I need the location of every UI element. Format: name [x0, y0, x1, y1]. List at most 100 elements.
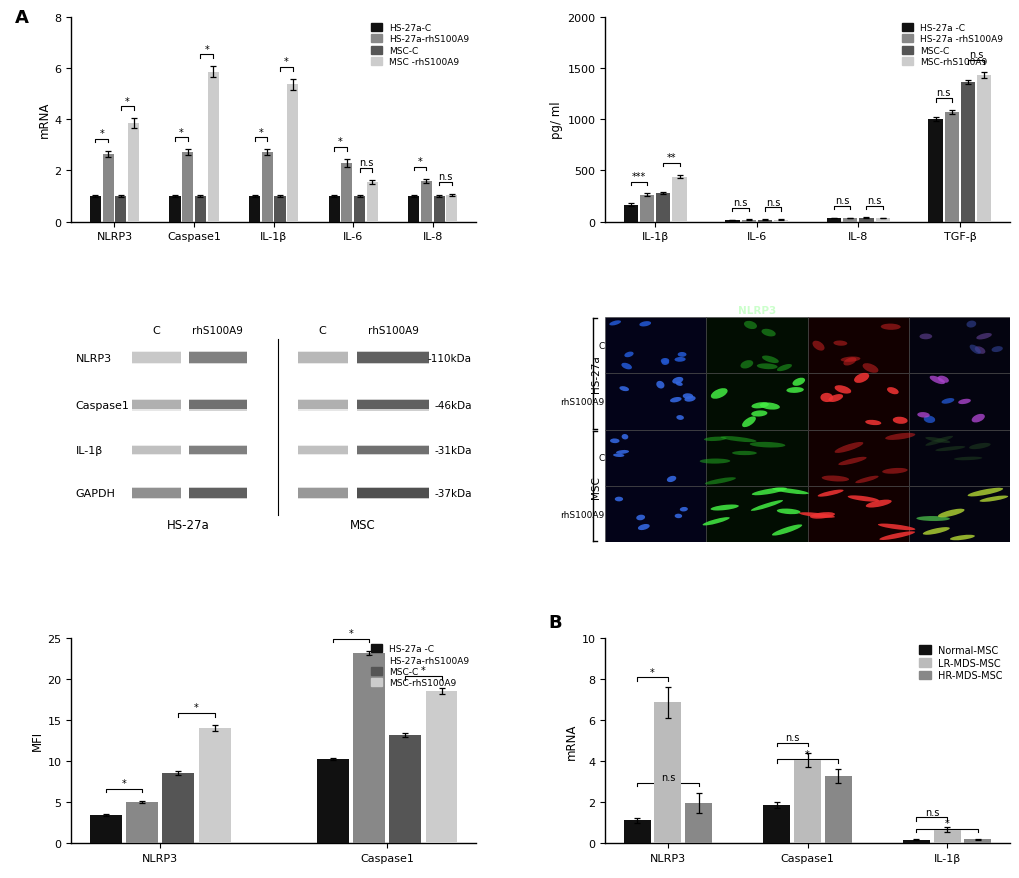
Ellipse shape — [967, 488, 1002, 497]
Bar — [131, 455, 180, 456]
Ellipse shape — [923, 416, 934, 423]
Bar — [927, 120, 942, 222]
Bar — [433, 197, 444, 222]
Bar — [357, 351, 429, 353]
Text: **: ** — [666, 153, 676, 163]
Bar — [298, 399, 348, 401]
Bar — [249, 197, 260, 222]
Ellipse shape — [637, 524, 649, 530]
Ellipse shape — [703, 437, 726, 442]
Text: *: * — [421, 666, 425, 675]
Text: DAPI: DAPI — [641, 306, 669, 315]
Ellipse shape — [751, 411, 766, 417]
Ellipse shape — [621, 435, 628, 440]
Bar — [126, 802, 158, 843]
Text: *: * — [337, 137, 342, 148]
Bar — [274, 197, 285, 222]
Legend: Normal-MSC, LR-MDS-MSC, HR-MDS-MSC: Normal-MSC, LR-MDS-MSC, HR-MDS-MSC — [916, 643, 1004, 682]
Ellipse shape — [672, 378, 683, 385]
Ellipse shape — [751, 403, 768, 409]
Ellipse shape — [990, 347, 1002, 353]
Text: IL-1β: IL-1β — [75, 445, 103, 456]
Ellipse shape — [676, 415, 684, 421]
Ellipse shape — [949, 535, 974, 541]
Y-axis label: mRNA: mRNA — [564, 723, 577, 759]
Bar — [408, 197, 419, 222]
Bar — [357, 410, 429, 411]
Bar — [604, 486, 706, 543]
Bar — [706, 318, 807, 374]
Bar — [757, 220, 771, 222]
Text: rhS100A9: rhS100A9 — [559, 398, 603, 407]
Ellipse shape — [771, 525, 801, 536]
Bar — [131, 445, 180, 446]
Text: *: * — [944, 818, 949, 828]
Ellipse shape — [862, 363, 877, 373]
Bar — [446, 196, 458, 222]
Ellipse shape — [776, 364, 791, 371]
Ellipse shape — [971, 414, 984, 423]
Bar — [672, 177, 686, 222]
Bar — [189, 401, 248, 410]
Ellipse shape — [953, 457, 981, 461]
Bar — [90, 197, 101, 222]
Bar — [298, 487, 348, 488]
Ellipse shape — [615, 450, 629, 455]
Ellipse shape — [660, 358, 668, 364]
Ellipse shape — [918, 335, 931, 340]
Bar — [189, 488, 248, 499]
Text: A: A — [14, 10, 29, 27]
Text: *: * — [99, 129, 104, 139]
Bar — [189, 363, 248, 364]
Bar — [908, 318, 1009, 374]
Ellipse shape — [669, 398, 681, 403]
Ellipse shape — [674, 357, 685, 363]
Bar — [298, 445, 348, 446]
Bar — [421, 182, 432, 222]
Bar — [639, 196, 653, 222]
Bar — [604, 374, 706, 430]
Ellipse shape — [821, 476, 848, 482]
Ellipse shape — [619, 386, 629, 392]
Text: *: * — [258, 127, 263, 138]
Bar — [131, 399, 180, 401]
Ellipse shape — [819, 393, 833, 403]
Text: -46kDa: -46kDa — [434, 400, 472, 410]
Text: C: C — [152, 326, 160, 336]
Ellipse shape — [915, 516, 949, 522]
Bar — [189, 446, 248, 455]
Bar — [843, 219, 857, 222]
Ellipse shape — [742, 417, 755, 428]
Y-axis label: mRNA: mRNA — [38, 102, 50, 138]
Bar — [773, 220, 788, 222]
Ellipse shape — [843, 358, 856, 366]
Text: *: * — [124, 97, 129, 107]
Ellipse shape — [879, 324, 900, 330]
Ellipse shape — [750, 500, 783, 511]
Bar — [623, 820, 650, 843]
Ellipse shape — [817, 490, 843, 497]
Ellipse shape — [834, 385, 851, 394]
Bar — [858, 219, 872, 222]
Ellipse shape — [719, 436, 756, 443]
Y-axis label: pg/ ml: pg/ ml — [550, 101, 562, 139]
Text: n.s: n.s — [765, 198, 780, 207]
Ellipse shape — [840, 357, 860, 363]
Bar — [115, 197, 126, 222]
Bar — [189, 410, 248, 411]
Ellipse shape — [621, 363, 632, 370]
Text: *: * — [121, 778, 126, 788]
Bar — [807, 486, 908, 543]
Bar — [807, 318, 908, 374]
Bar — [932, 830, 960, 843]
Bar — [908, 486, 1009, 543]
Ellipse shape — [966, 321, 975, 328]
Ellipse shape — [710, 389, 727, 399]
Bar — [623, 205, 637, 222]
Bar — [902, 840, 929, 843]
Text: C: C — [597, 342, 603, 350]
Ellipse shape — [847, 496, 878, 502]
Text: *: * — [194, 702, 199, 712]
Text: HS-27a: HS-27a — [591, 355, 600, 392]
Bar — [706, 486, 807, 543]
